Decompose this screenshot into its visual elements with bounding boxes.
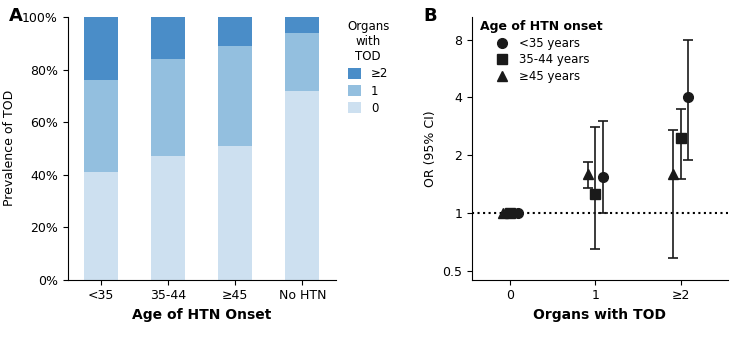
X-axis label: Organs with TOD: Organs with TOD [533,308,666,322]
≥45 years [584,172,592,176]
Bar [218,146,252,280]
Bar [218,17,252,46]
Bar [84,80,118,172]
Bar [152,59,185,156]
35-44 years [676,136,686,140]
X-axis label: Age of HTN Onset: Age of HTN Onset [132,308,272,322]
Line: ≥45 years: ≥45 years [498,169,678,218]
Text: A: A [8,6,22,25]
35-44 years [506,211,515,215]
Bar [286,91,319,280]
Legend: ≥2, 1, 0: ≥2, 1, 0 [347,20,389,115]
<35 years [598,175,608,179]
Bar [218,46,252,146]
Bar [286,33,319,91]
Line: 35-44 years: 35-44 years [506,133,686,218]
Bar [152,17,185,59]
<35 years [684,95,693,100]
Bar [152,156,185,280]
Line: <35 years: <35 years [513,93,693,218]
Text: B: B [424,6,437,25]
35-44 years [591,192,600,196]
Y-axis label: OR (95% CI): OR (95% CI) [424,110,436,187]
≥45 years [668,172,677,176]
Y-axis label: Prevalence of TOD: Prevalence of TOD [3,90,16,206]
<35 years [514,211,523,215]
Bar [286,17,319,33]
Bar [84,17,118,80]
≥45 years [498,211,507,215]
Bar [84,172,118,280]
Legend: <35 years, 35-44 years, ≥45 years: <35 years, 35-44 years, ≥45 years [481,20,603,83]
